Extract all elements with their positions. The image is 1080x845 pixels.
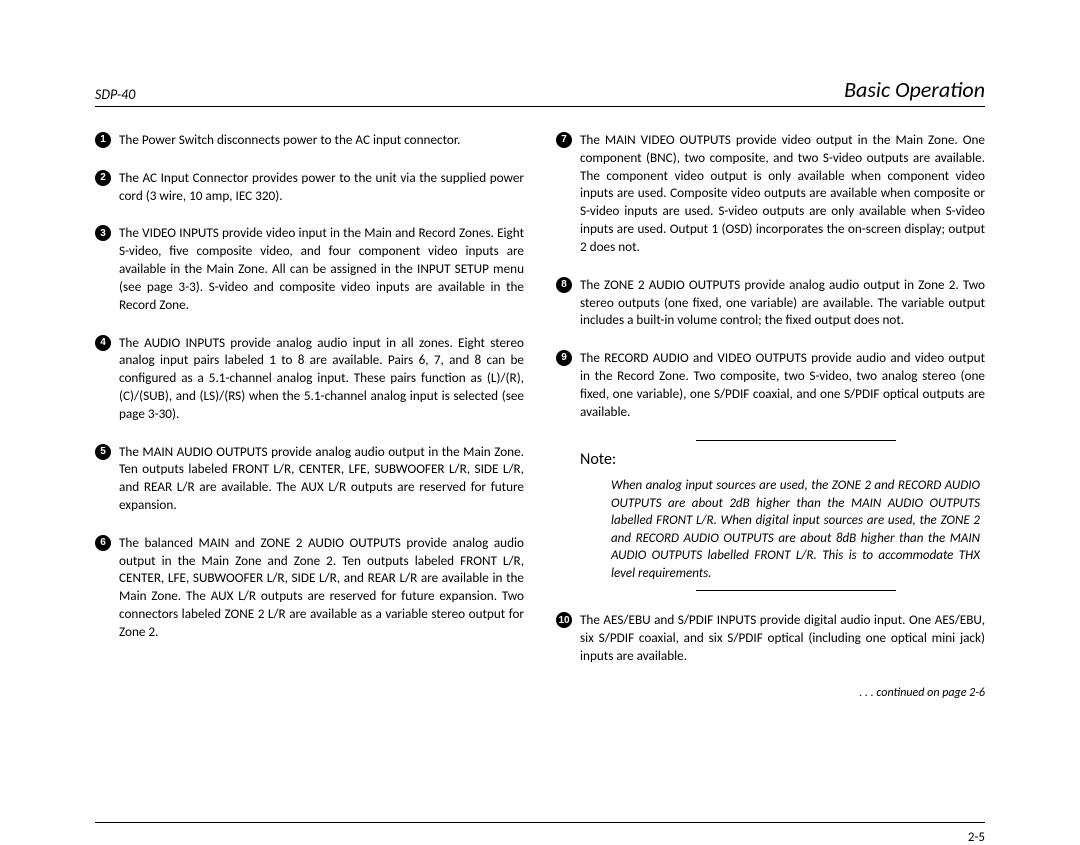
item-text: The VIDEO INPUTS provide video input in … bbox=[119, 224, 524, 313]
left-column: 1 The Power Switch disconnects power to t… bbox=[95, 131, 524, 701]
item-number-badge: 1 bbox=[95, 132, 111, 148]
item-number-badge: 10 bbox=[556, 612, 572, 628]
header-model: SDP-40 bbox=[95, 86, 135, 103]
numbered-item: 5 The MAIN AUDIO OUTPUTS provide analog a… bbox=[95, 443, 524, 514]
footer-rule bbox=[95, 822, 985, 823]
header-section-title: Basic Operation bbox=[844, 76, 985, 103]
numbered-item: 7 The MAIN VIDEO OUTPUTS provide video ou… bbox=[556, 131, 985, 256]
numbered-item: 6 The balanced MAIN and ZONE 2 AUDIO OUTP… bbox=[95, 534, 524, 641]
item-number-badge: 8 bbox=[556, 277, 572, 293]
item-text: The ZONE 2 AUDIO OUTPUTS provide analog … bbox=[580, 276, 985, 329]
numbered-item: 3 The VIDEO INPUTS provide video input in… bbox=[95, 224, 524, 313]
item-number-badge: 3 bbox=[95, 225, 111, 241]
item-text: The RECORD AUDIO and VIDEO OUTPUTS provi… bbox=[580, 349, 985, 420]
item-text: The MAIN AUDIO OUTPUTS provide analog au… bbox=[119, 443, 524, 514]
item-number-badge: 6 bbox=[95, 535, 111, 551]
item-number-badge: 5 bbox=[95, 444, 111, 460]
note-body: When analog input sources are used, the … bbox=[611, 477, 980, 582]
page-header: SDP-40 Basic Operation bbox=[95, 76, 985, 107]
two-column-body: 1 The Power Switch disconnects power to t… bbox=[95, 131, 985, 701]
item-number-badge: 4 bbox=[95, 335, 111, 351]
item-text: The MAIN VIDEO OUTPUTS provide video out… bbox=[580, 131, 985, 256]
note-rule-top bbox=[696, 440, 896, 441]
numbered-item: 8 The ZONE 2 AUDIO OUTPUTS provide analog… bbox=[556, 276, 985, 329]
item-text: The AES/EBU and S/PDIF INPUTS provide di… bbox=[580, 611, 985, 664]
numbered-item: 10 The AES/EBU and S/PDIF INPUTS provide … bbox=[556, 611, 985, 664]
numbered-item: 9 The RECORD AUDIO and VIDEO OUTPUTS prov… bbox=[556, 349, 985, 420]
item-text: The balanced MAIN and ZONE 2 AUDIO OUTPU… bbox=[119, 534, 524, 641]
item-text: The AUDIO INPUTS provide analog audio in… bbox=[119, 334, 524, 423]
numbered-item: 2 The AC Input Connector provides power t… bbox=[95, 169, 524, 205]
item-text: The AC Input Connector provides power to… bbox=[119, 169, 524, 205]
item-number-badge: 9 bbox=[556, 350, 572, 366]
page-number: 2-5 bbox=[968, 830, 985, 845]
note-rule-bottom bbox=[696, 590, 896, 591]
numbered-item: 4 The AUDIO INPUTS provide analog audio i… bbox=[95, 334, 524, 423]
item-number-badge: 7 bbox=[556, 132, 572, 148]
item-number-badge: 2 bbox=[95, 170, 111, 186]
numbered-item: 1 The Power Switch disconnects power to t… bbox=[95, 131, 524, 149]
continued-text: . . . continued on page 2-6 bbox=[556, 685, 985, 701]
note-heading: Note: bbox=[580, 449, 985, 471]
item-text: The Power Switch disconnects power to th… bbox=[119, 131, 524, 149]
page-content: SDP-40 Basic Operation 1 The Power Switch… bbox=[95, 76, 985, 701]
right-column: 7 The MAIN VIDEO OUTPUTS provide video ou… bbox=[556, 131, 985, 701]
